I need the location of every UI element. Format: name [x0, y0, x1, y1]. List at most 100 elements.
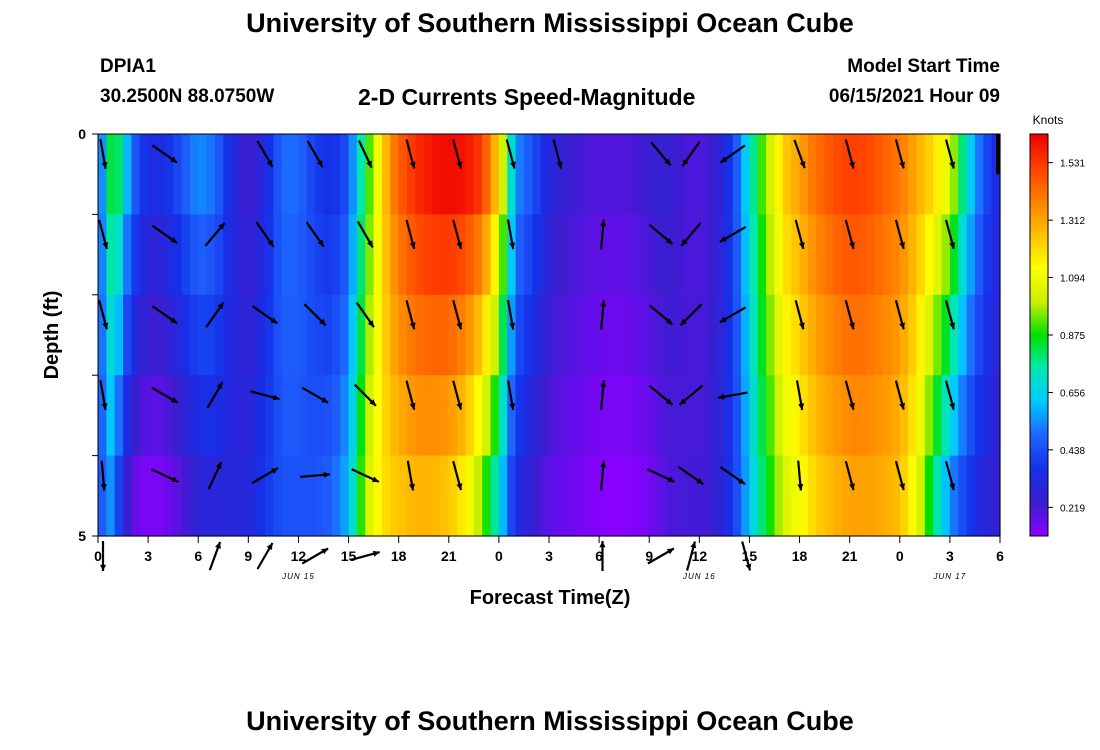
- heatmap-cell: [607, 294, 617, 376]
- heatmap-cell: [540, 134, 550, 215]
- heatmap-cell: [732, 214, 742, 296]
- x-tick-label: 12: [291, 548, 307, 564]
- heatmap-cell: [131, 214, 141, 296]
- heatmap-cell: [432, 294, 442, 376]
- heatmap-cell: [432, 455, 442, 537]
- heatmap-cell: [924, 455, 934, 537]
- current-arrow: [303, 303, 327, 327]
- heatmap-cell: [741, 294, 751, 376]
- current-arrow: [894, 219, 905, 250]
- heatmap-cell: [774, 214, 784, 296]
- heatmap-cell: [398, 214, 408, 296]
- heatmap-cell: [465, 214, 475, 296]
- heatmap-cell: [331, 375, 341, 457]
- arrow-head: [738, 478, 745, 485]
- heatmap-cell: [123, 214, 133, 296]
- heatmap-cell: [841, 134, 851, 215]
- heatmap-cell: [440, 455, 450, 537]
- heatmap-cell: [390, 455, 400, 537]
- heatmap-cell: [899, 375, 909, 457]
- heatmap-cell: [966, 294, 976, 376]
- heatmap-cell: [824, 134, 834, 215]
- arrow-head: [102, 322, 109, 330]
- heatmap-cell: [724, 455, 734, 537]
- arrow-head: [690, 541, 697, 549]
- heatmap-cell: [899, 294, 909, 376]
- arrow-head: [949, 483, 956, 491]
- heatmap-cell: [114, 214, 124, 296]
- heatmap-cell: [774, 375, 784, 457]
- heatmap-cell: [523, 214, 533, 296]
- heatmap-cell: [716, 375, 725, 457]
- heatmap-cell: [949, 455, 959, 537]
- current-arrow: [256, 140, 274, 168]
- current-arrow: [206, 381, 224, 409]
- current-arrow: [405, 139, 416, 169]
- heatmap-cell: [432, 214, 442, 296]
- colorbar: Knots 1.531 1.312 1.094 0.875 0.656 0.438 0.21…: [1029, 113, 1085, 537]
- heatmap-cell: [991, 134, 1001, 215]
- current-arrow: [844, 380, 855, 410]
- arrow-head: [949, 322, 956, 330]
- heatmap-cell: [615, 375, 625, 457]
- heatmap-cell: [958, 375, 968, 457]
- station-id: DPIA1: [100, 56, 156, 77]
- heatmap-cell: [716, 294, 725, 376]
- heatmap-cell: [624, 455, 634, 537]
- heatmap-cell: [273, 134, 283, 215]
- heatmap-cell: [632, 134, 642, 215]
- y-axis: 05: [78, 126, 98, 544]
- heatmap-cell: [816, 214, 826, 296]
- arrow-head: [849, 483, 855, 491]
- heatmap-cell: [173, 214, 183, 296]
- heatmap-cell: [966, 375, 976, 457]
- current-arrow: [208, 541, 222, 571]
- heatmap-cell: [198, 375, 208, 457]
- heatmap-cell: [148, 214, 158, 296]
- heatmap-cell: [315, 134, 325, 215]
- current-arrow: [648, 384, 674, 406]
- heatmap-cell: [899, 455, 909, 537]
- heatmap-cell: [966, 214, 976, 296]
- arrow-head: [456, 483, 463, 491]
- heatmap-cell: [615, 294, 625, 376]
- heatmap-cell: [181, 214, 191, 296]
- heatmap-cell: [189, 455, 199, 537]
- current-arrow: [452, 219, 463, 250]
- x-tick-label: 3: [144, 548, 152, 564]
- heatmap-cell: [465, 294, 475, 376]
- heatmap-cell: [331, 134, 341, 215]
- heatmap-cell: [390, 134, 400, 215]
- heatmap-cell: [741, 455, 751, 537]
- current-arrow: [678, 384, 704, 406]
- heatmap-cell: [298, 375, 308, 457]
- heatmap-cell: [549, 375, 558, 457]
- heatmap-cell: [832, 375, 842, 457]
- current-arrow: [686, 541, 697, 571]
- current-arrow: [251, 467, 279, 485]
- heatmap-cell: [189, 214, 199, 296]
- heatmap-cell: [265, 455, 274, 537]
- heatmap-cell: [891, 455, 901, 537]
- heatmap-cell: [766, 455, 776, 537]
- current-arrow: [599, 541, 606, 571]
- current-arrow: [100, 460, 107, 491]
- heatmap-cell: [983, 294, 993, 376]
- current-arrow: [719, 144, 746, 164]
- heatmap-cell: [123, 134, 133, 215]
- arrow-head: [215, 462, 222, 469]
- arrow-head: [949, 402, 956, 410]
- current-arrow: [719, 306, 747, 324]
- heatmap-cell: [415, 455, 425, 537]
- heatmap-cell: [916, 294, 926, 376]
- colorbar-label: Knots: [1033, 113, 1064, 127]
- heatmap-cell: [899, 214, 909, 296]
- heatmap-cell: [707, 134, 717, 215]
- arrow-head: [600, 460, 607, 468]
- arrow-head: [509, 403, 516, 410]
- heatmap-cell: [156, 214, 166, 296]
- heatmap-cell: [749, 375, 759, 457]
- arrow-head: [899, 322, 905, 330]
- heatmap-cell: [381, 134, 391, 215]
- heatmap-cell: [933, 455, 943, 537]
